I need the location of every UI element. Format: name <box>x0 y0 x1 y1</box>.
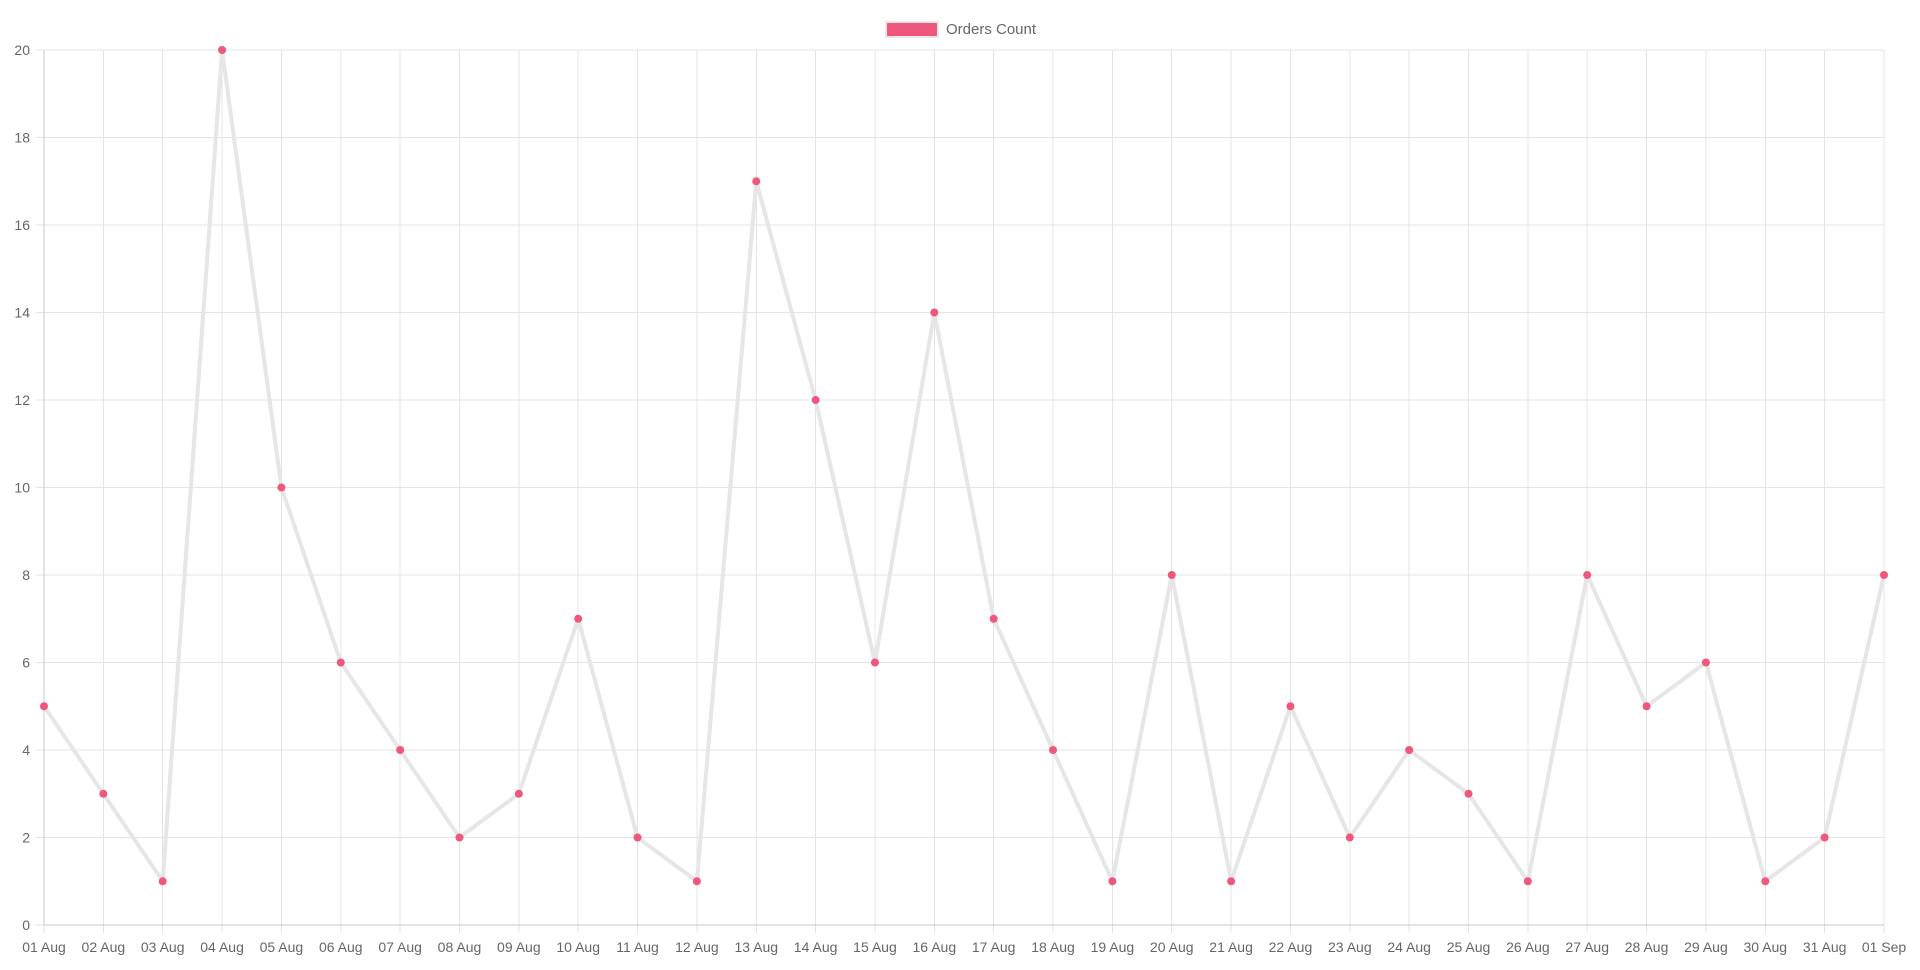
x-tick-label: 14 Aug <box>794 939 838 955</box>
data-point[interactable] <box>336 658 345 667</box>
y-tick-label: 8 <box>22 567 30 583</box>
x-tick-label: 23 Aug <box>1328 939 1372 955</box>
data-point[interactable] <box>1286 702 1295 711</box>
data-point[interactable] <box>277 483 286 492</box>
x-tick-label: 30 Aug <box>1743 939 1787 955</box>
data-point[interactable] <box>930 308 939 317</box>
series <box>42 48 1886 884</box>
x-tick-label: 01 Aug <box>22 939 66 955</box>
y-tick-label: 20 <box>14 42 30 58</box>
x-tick-label: 21 Aug <box>1209 939 1253 955</box>
x-tick-label: 03 Aug <box>141 939 185 955</box>
y-tick-label: 0 <box>22 917 30 933</box>
x-tick-label: 25 Aug <box>1447 939 1491 955</box>
data-point[interactable] <box>1880 571 1888 579</box>
data-point[interactable] <box>1583 571 1592 579</box>
x-tick-label: 17 Aug <box>972 939 1016 955</box>
data-point[interactable] <box>692 877 701 886</box>
data-points <box>40 46 1888 886</box>
data-point[interactable] <box>1227 877 1236 886</box>
y-tick-label: 10 <box>14 480 30 496</box>
y-tick-label: 6 <box>22 655 30 671</box>
x-tick-label: 04 Aug <box>200 939 244 955</box>
data-point[interactable] <box>989 614 998 623</box>
x-axis-ticks: 01 Aug 02 Aug 03 Aug 04 Aug 05 Aug 06 Aug 07 A… <box>22 939 1906 955</box>
data-point[interactable] <box>40 702 48 711</box>
data-point[interactable] <box>574 614 583 623</box>
x-tick-label: 12 Aug <box>675 939 719 955</box>
x-tick-label: 10 Aug <box>556 939 600 955</box>
data-point[interactable] <box>1464 789 1473 798</box>
x-tick-label: 20 Aug <box>1150 939 1194 955</box>
data-point[interactable] <box>1345 833 1354 842</box>
y-tick-label: 4 <box>22 742 30 758</box>
data-point[interactable] <box>1523 877 1532 886</box>
x-tick-label: 05 Aug <box>260 939 304 955</box>
x-tick-label: 06 Aug <box>319 939 363 955</box>
x-tick-label: 28 Aug <box>1625 939 1669 955</box>
y-tick-label: 12 <box>14 392 30 408</box>
data-point[interactable] <box>633 833 642 842</box>
x-tick-label: 08 Aug <box>438 939 482 955</box>
data-point[interactable] <box>514 789 523 798</box>
x-tick-label: 22 Aug <box>1269 939 1313 955</box>
x-tick-label: 01 Sep <box>1862 939 1907 955</box>
data-point[interactable] <box>218 46 227 54</box>
data-point[interactable] <box>1049 746 1058 754</box>
data-point[interactable] <box>1405 746 1414 754</box>
legend-label: Orders Count <box>946 21 1037 38</box>
x-tick-label: 09 Aug <box>497 939 541 955</box>
x-tick-label: 27 Aug <box>1565 939 1609 955</box>
x-tick-label: 07 Aug <box>378 939 422 955</box>
x-tick-label: 11 Aug <box>616 939 659 955</box>
x-tick-label: 02 Aug <box>82 939 126 955</box>
data-point[interactable] <box>1642 702 1651 711</box>
x-tick-label: 19 Aug <box>1091 939 1135 955</box>
x-tick-label: 24 Aug <box>1387 939 1431 955</box>
data-point[interactable] <box>752 177 761 186</box>
x-tick-label: 18 Aug <box>1031 939 1075 955</box>
x-tick-label: 26 Aug <box>1506 939 1550 955</box>
x-tick-label: 29 Aug <box>1684 939 1728 955</box>
x-tick-label: 15 Aug <box>853 939 897 955</box>
data-point[interactable] <box>870 658 879 667</box>
x-tick-label: 16 Aug <box>913 939 957 955</box>
data-point[interactable] <box>1167 571 1176 579</box>
legend[interactable]: Orders Count <box>885 21 1037 38</box>
y-tick-label: 18 <box>14 130 30 146</box>
grid <box>36 49 1885 933</box>
data-point[interactable] <box>1761 877 1770 886</box>
data-point[interactable] <box>99 789 108 798</box>
y-tick-label: 14 <box>14 305 30 321</box>
series-line-orders-count <box>42 48 1886 884</box>
data-point[interactable] <box>1820 833 1829 842</box>
legend-color-box <box>885 21 939 38</box>
data-point[interactable] <box>1108 877 1117 886</box>
data-point[interactable] <box>1701 658 1710 667</box>
y-axis-ticks: 0 2 4 6 8 10 12 14 16 18 20 <box>14 42 30 933</box>
data-point[interactable] <box>455 833 464 842</box>
x-tick-label: 31 Aug <box>1803 939 1847 955</box>
axes <box>43 50 1884 926</box>
data-point[interactable] <box>811 396 820 404</box>
data-point[interactable] <box>396 746 405 754</box>
x-tick-label: 13 Aug <box>734 939 778 955</box>
data-point[interactable] <box>158 877 167 886</box>
y-tick-label: 16 <box>14 217 30 233</box>
y-tick-label: 2 <box>22 830 30 846</box>
